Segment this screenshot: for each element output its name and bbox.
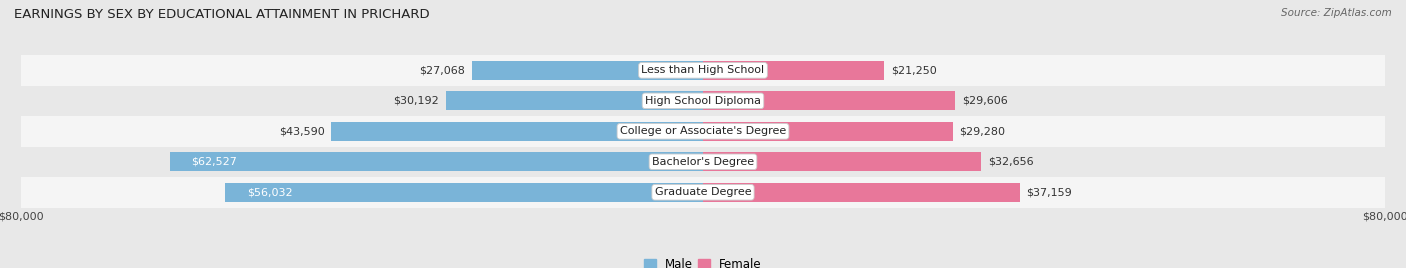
Text: College or Associate's Degree: College or Associate's Degree <box>620 126 786 136</box>
Text: $43,590: $43,590 <box>278 126 325 136</box>
Text: $29,280: $29,280 <box>959 126 1005 136</box>
Legend: Male, Female: Male, Female <box>641 255 765 268</box>
Text: $37,159: $37,159 <box>1026 187 1073 197</box>
Text: Less than High School: Less than High School <box>641 65 765 75</box>
Bar <box>21 116 1385 147</box>
Bar <box>21 85 1385 116</box>
Bar <box>472 61 703 80</box>
Bar <box>446 91 703 110</box>
Bar <box>21 55 1385 85</box>
Bar <box>703 152 981 171</box>
Text: High School Diploma: High School Diploma <box>645 96 761 106</box>
Text: $56,032: $56,032 <box>246 187 292 197</box>
Bar <box>21 177 1385 207</box>
Bar <box>21 147 1385 177</box>
Bar <box>170 152 703 171</box>
Text: $29,606: $29,606 <box>962 96 1008 106</box>
Text: $32,656: $32,656 <box>988 157 1033 167</box>
Text: Bachelor's Degree: Bachelor's Degree <box>652 157 754 167</box>
Text: Source: ZipAtlas.com: Source: ZipAtlas.com <box>1281 8 1392 18</box>
Bar <box>225 183 703 202</box>
Bar <box>703 183 1019 202</box>
Bar <box>703 122 953 141</box>
Text: $62,527: $62,527 <box>191 157 238 167</box>
Bar <box>703 61 884 80</box>
Text: EARNINGS BY SEX BY EDUCATIONAL ATTAINMENT IN PRICHARD: EARNINGS BY SEX BY EDUCATIONAL ATTAINMEN… <box>14 8 430 21</box>
Text: $30,192: $30,192 <box>394 96 439 106</box>
Text: Graduate Degree: Graduate Degree <box>655 187 751 197</box>
Bar <box>332 122 703 141</box>
Text: $21,250: $21,250 <box>891 65 936 75</box>
Text: $27,068: $27,068 <box>419 65 465 75</box>
Bar <box>703 91 955 110</box>
